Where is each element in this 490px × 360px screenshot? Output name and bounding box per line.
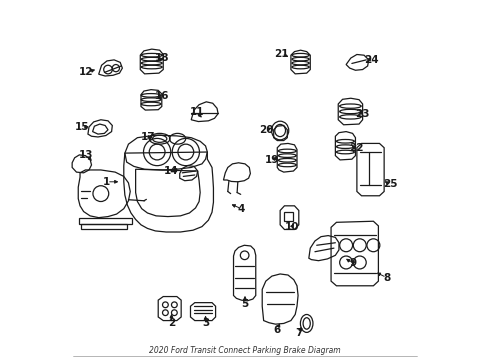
Text: 2: 2 bbox=[168, 319, 175, 328]
Text: 17: 17 bbox=[141, 132, 155, 142]
Text: 19: 19 bbox=[265, 155, 279, 165]
Text: 10: 10 bbox=[284, 222, 299, 232]
Text: 7: 7 bbox=[295, 328, 302, 338]
Text: 18: 18 bbox=[154, 53, 169, 63]
Text: 2020 Ford Transit Connect Parking Brake Diagram: 2020 Ford Transit Connect Parking Brake … bbox=[149, 346, 341, 355]
Text: 12: 12 bbox=[79, 67, 94, 77]
Text: 16: 16 bbox=[154, 91, 169, 101]
Text: 25: 25 bbox=[383, 179, 397, 189]
Text: 24: 24 bbox=[364, 55, 379, 65]
Text: 20: 20 bbox=[259, 125, 274, 135]
Text: 5: 5 bbox=[242, 299, 248, 309]
Text: 9: 9 bbox=[349, 258, 356, 268]
Text: 1: 1 bbox=[103, 177, 111, 187]
Text: 21: 21 bbox=[274, 49, 289, 59]
Text: 15: 15 bbox=[74, 122, 89, 132]
Text: 11: 11 bbox=[189, 107, 204, 117]
Bar bbox=[285, 212, 294, 221]
Text: 4: 4 bbox=[238, 204, 245, 214]
Text: 8: 8 bbox=[383, 273, 390, 283]
Text: 13: 13 bbox=[79, 150, 94, 160]
Text: 14: 14 bbox=[164, 166, 179, 176]
Text: 23: 23 bbox=[355, 109, 370, 119]
Text: 22: 22 bbox=[349, 143, 364, 153]
Text: 3: 3 bbox=[202, 319, 209, 328]
Text: 6: 6 bbox=[273, 325, 281, 335]
